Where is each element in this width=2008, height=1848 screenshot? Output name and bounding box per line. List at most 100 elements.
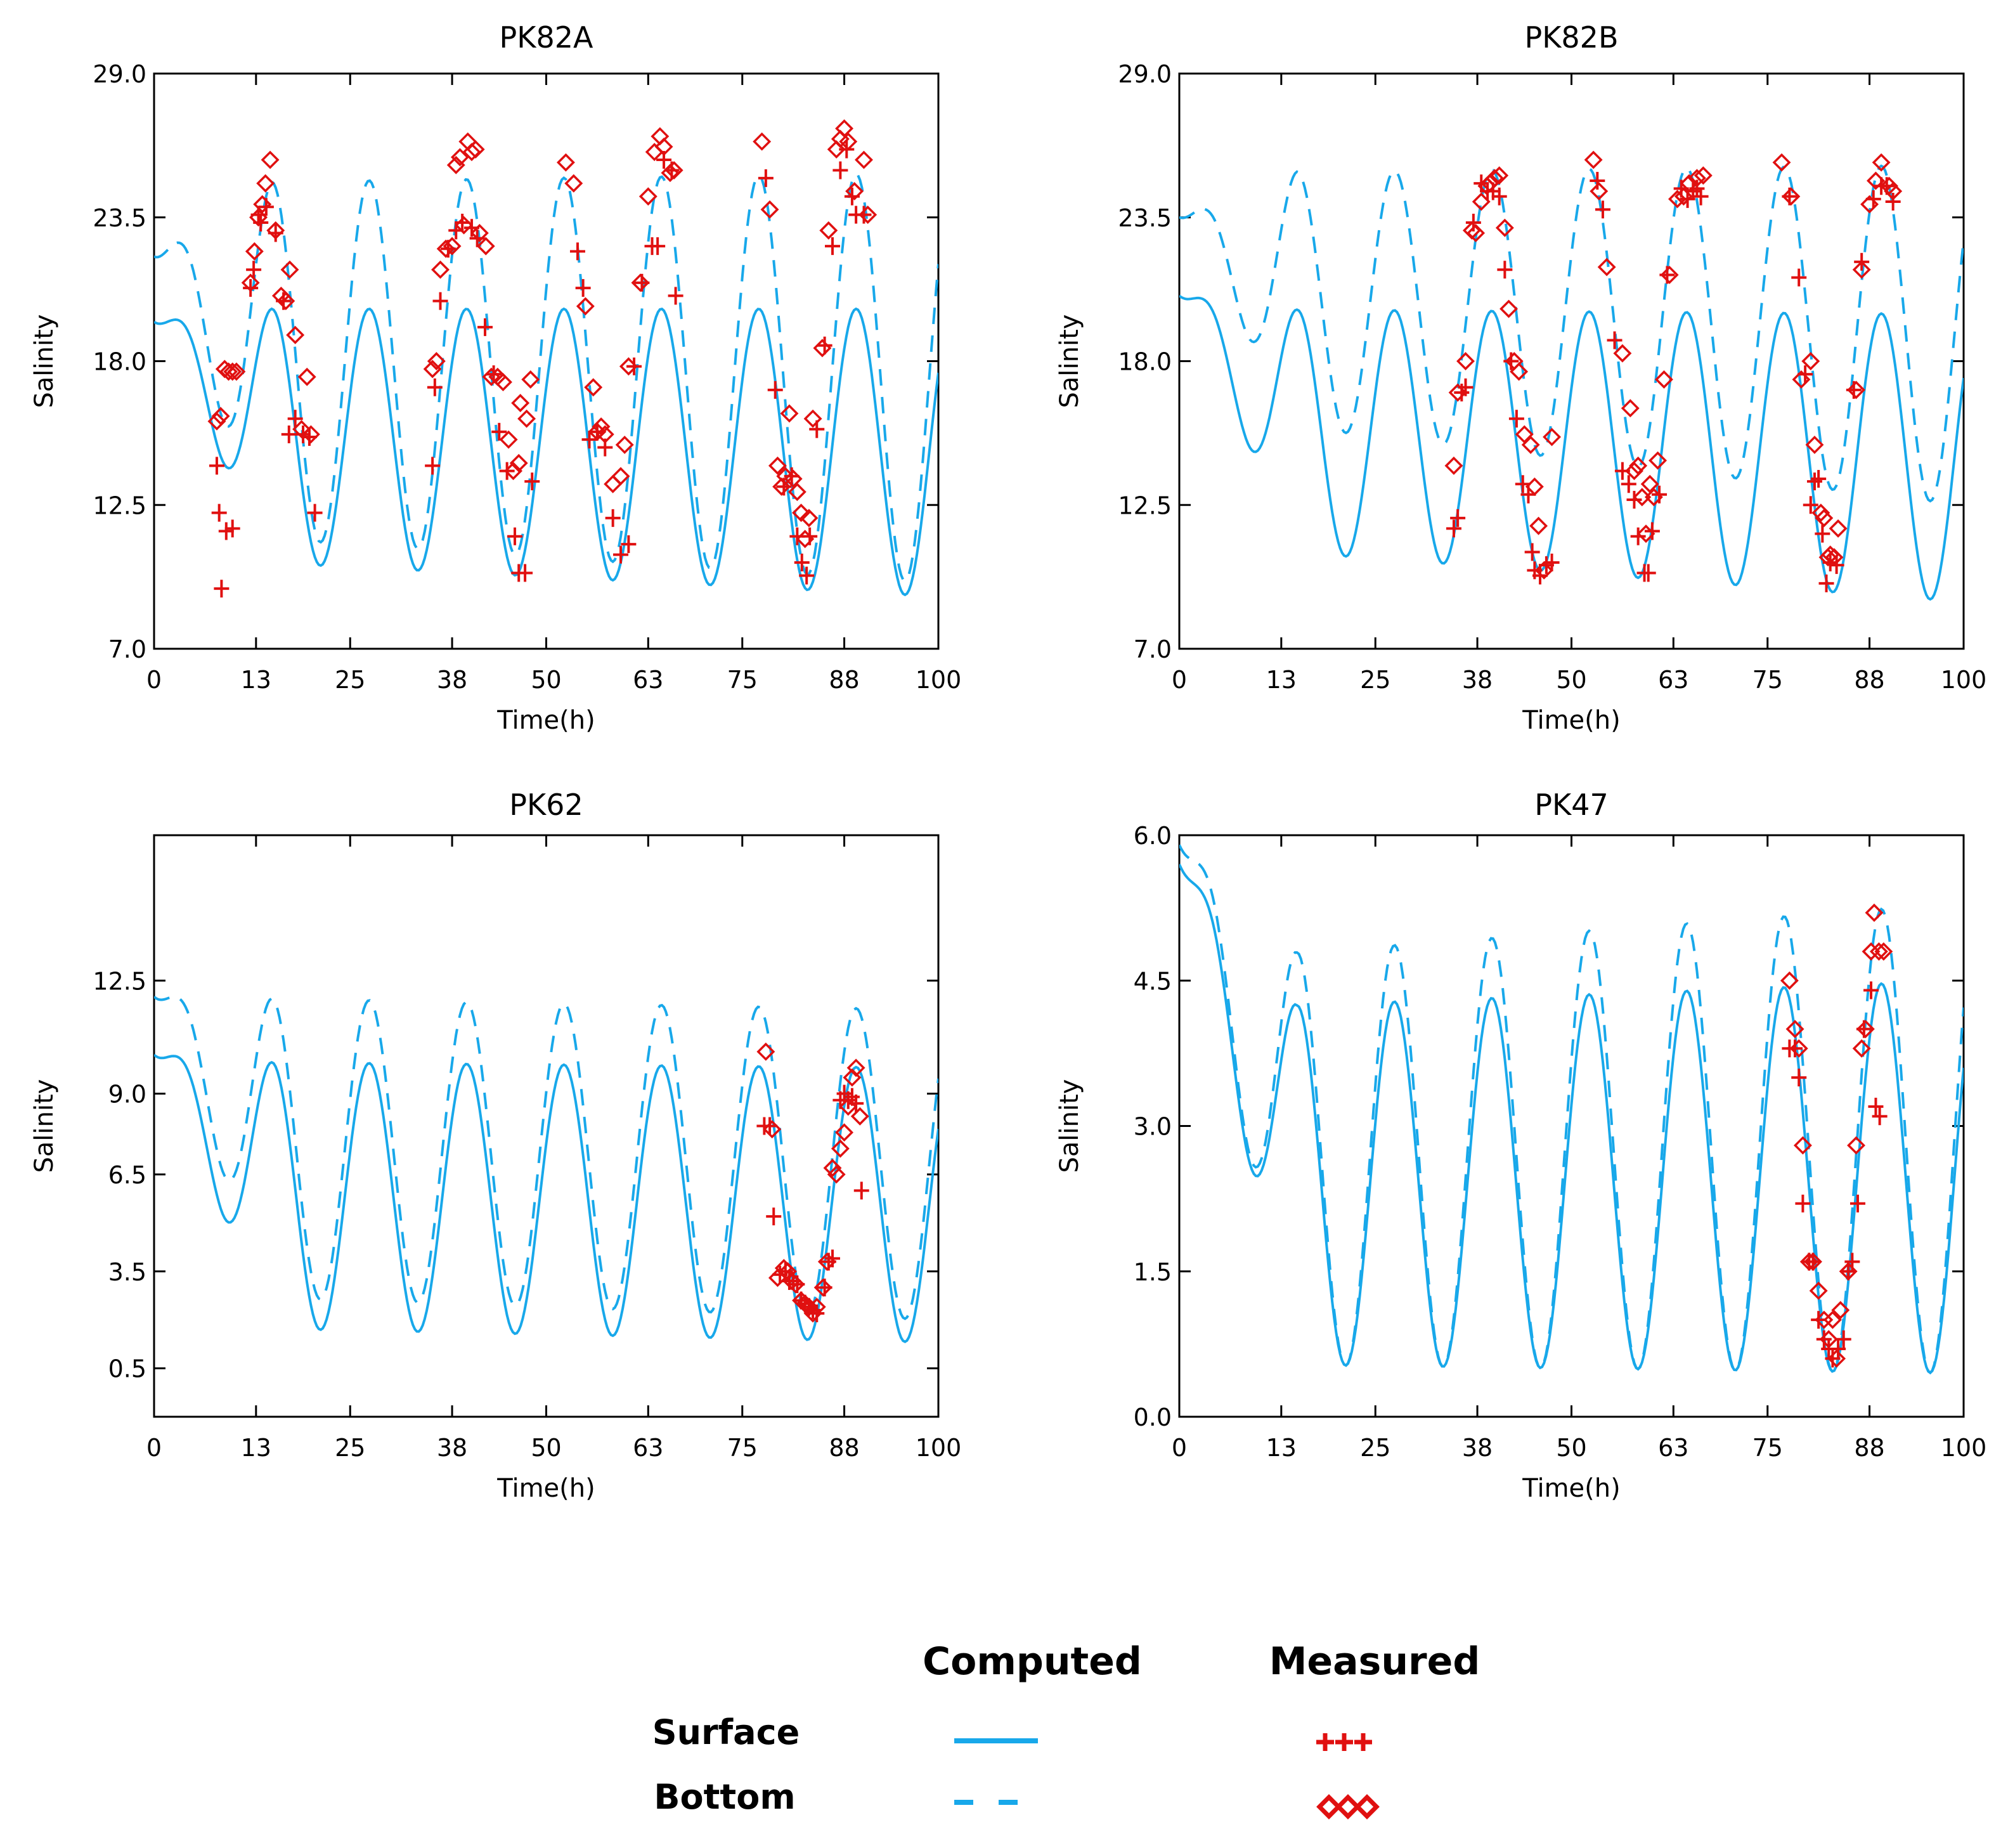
plot-frame (1178, 72, 1965, 650)
measured-surface-point (517, 564, 533, 582)
x-axis-label: Time(h) (1522, 1474, 1620, 1503)
measured-bottom-point (249, 208, 268, 227)
measured-surface-point (581, 431, 597, 449)
computed-bottom-line (1179, 164, 1964, 503)
x-tick-label: 13 (241, 666, 271, 694)
measured-surface-point (1450, 509, 1466, 527)
measured-bottom-point (592, 417, 611, 436)
measured-surface-point (1830, 1340, 1846, 1358)
measured-bottom-point (1809, 1281, 1828, 1300)
measured-bottom-point (839, 1097, 858, 1116)
measured-bottom-point (1584, 150, 1603, 169)
measured-surface-point (507, 527, 523, 545)
legend-computed-header: Computed (923, 1639, 1142, 1684)
x-tick-label: 88 (1854, 1434, 1884, 1462)
measured-surface-point (211, 504, 227, 522)
plot-frame (1178, 834, 1965, 1418)
measured-surface-point (243, 279, 259, 297)
measured-surface-point (281, 425, 297, 443)
measured-bottom-point (768, 456, 787, 475)
x-tick-label: 88 (829, 666, 859, 694)
measured-bottom-point (1629, 456, 1648, 475)
x-tick-label: 50 (531, 666, 561, 694)
x-tick-label: 100 (1941, 1434, 1987, 1462)
measured-bottom-point (1801, 352, 1820, 370)
measured-bottom-point (1621, 399, 1640, 418)
measured-bottom-point (1543, 427, 1562, 446)
measured-bottom-point (787, 483, 806, 502)
measured-bottom-point (245, 242, 264, 261)
measured-surface-point (668, 287, 683, 305)
measured-surface-point (758, 169, 774, 187)
measured-surface-point (1626, 491, 1642, 509)
y-tick-label: 0.0 (1134, 1403, 1172, 1431)
measured-bottom-point (1640, 474, 1659, 493)
panel-title: PK62 (509, 788, 583, 822)
y-tick-label: 29.0 (1118, 60, 1172, 88)
measured-bottom-point (1815, 509, 1834, 528)
x-tick-label: 63 (1658, 1434, 1688, 1462)
measured-bottom-point (638, 187, 657, 206)
measured-surface-point (209, 457, 224, 475)
y-tick-label: 23.5 (1118, 204, 1172, 232)
x-tick-label: 63 (633, 1434, 663, 1462)
measured-bottom-point (1805, 435, 1824, 454)
y-tick-label: 6.5 (108, 1161, 146, 1189)
y-axis-label: Salinity (30, 315, 59, 408)
y-tick-label: 23.5 (93, 204, 146, 232)
measured-surface-point (1621, 475, 1636, 493)
measured-bottom-point (823, 1159, 842, 1178)
measured-bottom-point (1856, 1020, 1875, 1039)
measured-surface-point (1872, 1107, 1888, 1126)
measured-bottom-point (297, 367, 316, 386)
measured-bottom-point (1687, 169, 1706, 188)
measured-bottom-point (1829, 519, 1848, 538)
measured-bottom-point (1510, 362, 1529, 381)
measured-bottom-point (499, 430, 518, 449)
measured-surface-point (287, 410, 303, 428)
measured-bottom-point (1811, 504, 1830, 523)
measured-bottom-point (276, 292, 295, 311)
x-tick-label: 50 (1556, 666, 1586, 694)
measured-surface-point (1795, 1194, 1811, 1213)
x-tick-label: 100 (1941, 666, 1987, 694)
measured-bottom-point (1804, 1252, 1822, 1271)
legend-bottom-label: Bottom (654, 1777, 795, 1817)
plot-area (154, 119, 938, 598)
computed-surface-line (154, 307, 938, 597)
measured-bottom-point (1490, 166, 1509, 185)
measured-bottom-point (1525, 477, 1544, 496)
legend: Computed Measured Surface Bottom (652, 1639, 1480, 1819)
x-axis-label: Time(h) (1522, 706, 1620, 735)
measured-bottom-point (1839, 1262, 1858, 1281)
measured-surface-point (1446, 519, 1461, 538)
plot-area (1179, 150, 1964, 601)
measured-bottom-point (1654, 370, 1673, 389)
measured-bottom-point (604, 474, 623, 493)
measured-surface-point (246, 261, 262, 279)
legend-measured-header: Measured (1269, 1639, 1480, 1684)
measured-bottom-point (835, 119, 854, 138)
measured-bottom-point (819, 221, 838, 240)
computed-surface-line (1179, 294, 1964, 601)
measured-surface-point (1791, 268, 1807, 287)
plot-area (154, 995, 938, 1343)
measured-bottom-point (1860, 195, 1879, 214)
measured-surface-point (1850, 1194, 1866, 1213)
measured-surface-point (524, 472, 540, 491)
measured-bottom-point (1668, 190, 1687, 209)
measured-bottom-point (611, 467, 630, 486)
y-tick-label: 7.0 (108, 635, 146, 663)
measured-surface-point (766, 1207, 782, 1226)
measured-bottom-point (584, 378, 603, 397)
x-tick-label: 50 (1556, 1434, 1586, 1462)
measured-bottom-point (780, 404, 799, 423)
measured-bottom-point (615, 435, 634, 454)
x-tick-label: 88 (1854, 666, 1884, 694)
measured-bottom-point (1872, 153, 1891, 172)
measured-bottom-point (1597, 257, 1616, 277)
measured-bottom-point (564, 174, 583, 193)
x-tick-label: 50 (531, 1434, 561, 1462)
computed-bottom-line (154, 995, 938, 1320)
measured-bottom-point (556, 153, 575, 172)
